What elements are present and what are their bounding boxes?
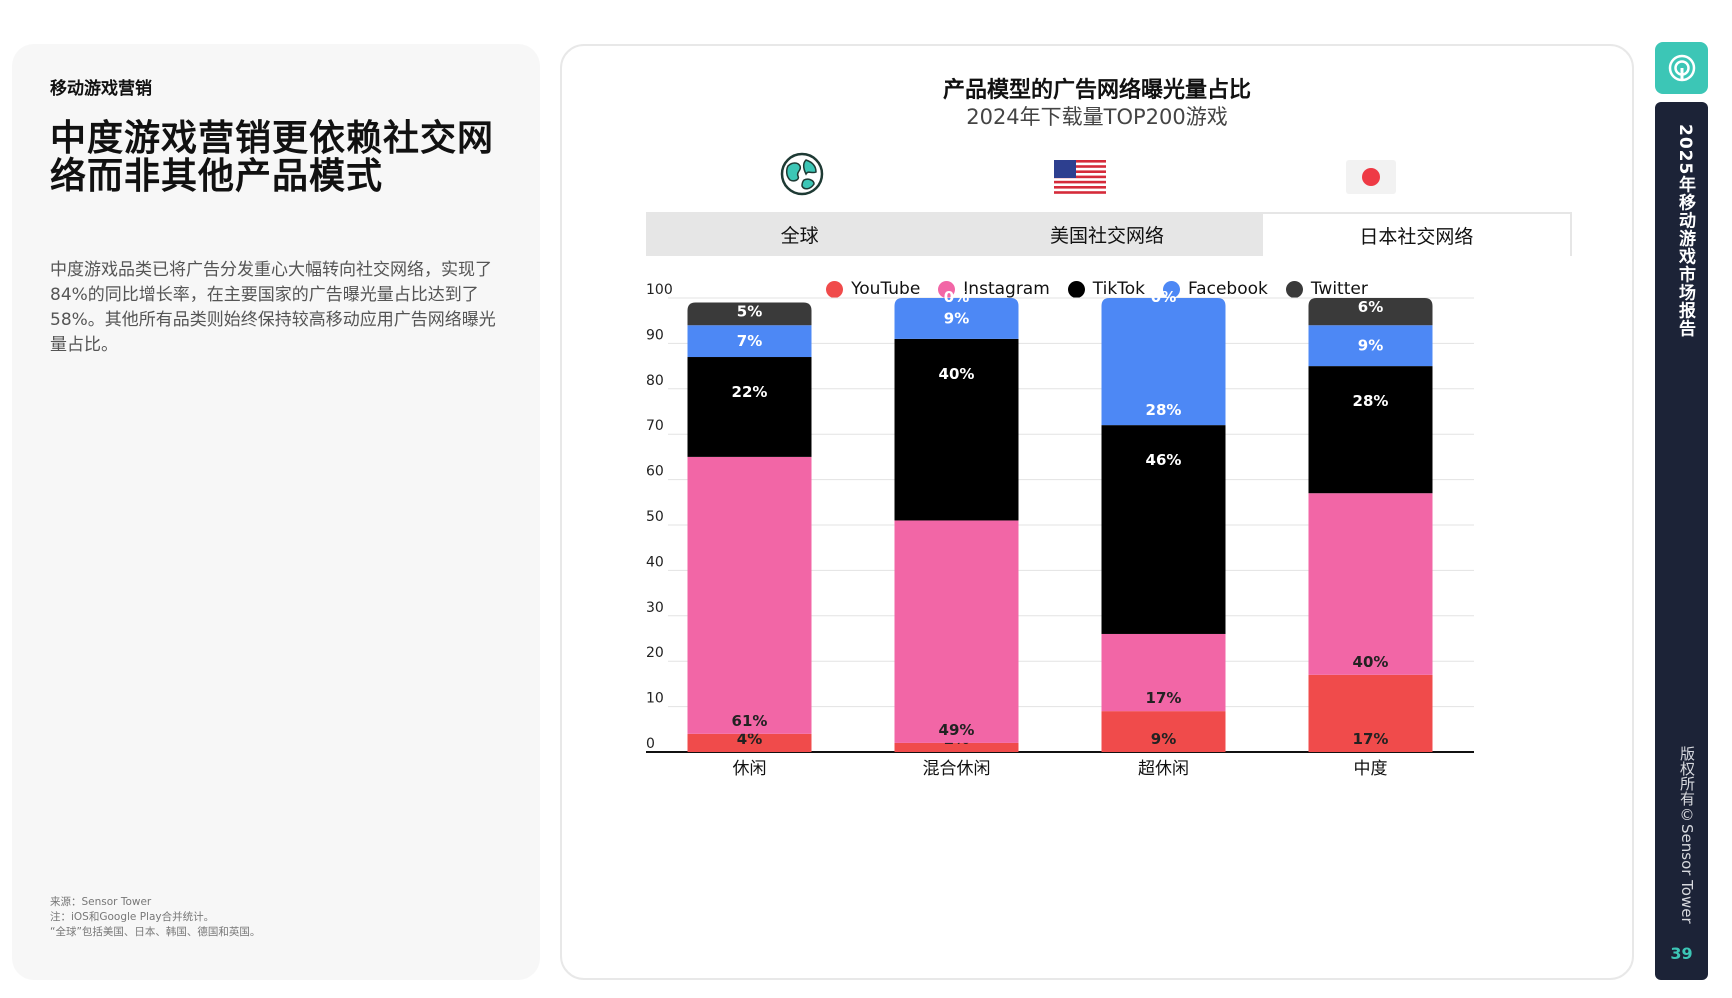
legend-swatch-youtube xyxy=(826,280,844,298)
bar-segment xyxy=(1101,425,1226,634)
page-headline: 中度游戏营销更依赖社交网络而非其他产品模式 xyxy=(50,118,495,197)
y-tick-label: 70 xyxy=(646,418,664,434)
legend-swatch-instagram xyxy=(938,280,956,298)
data-label: 28% xyxy=(1146,401,1182,419)
bar-segment xyxy=(1101,711,1226,752)
data-label: 22% xyxy=(732,383,768,401)
bar-segment xyxy=(687,325,812,358)
tab-japan-social[interactable]: 日本社交网络 xyxy=(1260,212,1572,256)
x-tick-label: 休闲 xyxy=(733,759,767,779)
legend-swatch-tiktok xyxy=(1067,280,1085,298)
chart-title: 产品模型的广告网络曝光量占比 xyxy=(942,78,1251,103)
footnote-global: “全球”包括美国、日本、韩国、德国和英国。 xyxy=(50,926,261,938)
legend-label-instagram: Instagram xyxy=(963,279,1050,299)
data-label: 7% xyxy=(737,332,762,350)
report-logo-button[interactable] xyxy=(1655,42,1708,94)
legend-item-facebook[interactable]: Facebook xyxy=(1162,279,1268,299)
y-tick-label: 90 xyxy=(646,327,664,343)
japan-flag-icon[interactable] xyxy=(1346,160,1396,198)
chart-card: 产品模型的广告网络曝光量占比 2024年下载量TOP200游戏 xyxy=(560,44,1634,980)
y-tick-label: 10 xyxy=(646,691,664,707)
signal-icon xyxy=(1668,54,1695,82)
region-tabs: 全球 美国社交网络 日本社交网络 xyxy=(646,212,1572,256)
bar-segment xyxy=(1308,325,1433,367)
data-label: 49% xyxy=(939,721,975,739)
data-label: 28% xyxy=(1353,392,1389,410)
legend-label-youtube: YouTube xyxy=(851,279,921,299)
bar-segment xyxy=(687,456,812,734)
legend-swatch-twitter xyxy=(1285,280,1303,298)
report-title: 2025年移动游戏市场报告 xyxy=(1675,124,1695,338)
y-tick-label: 0 xyxy=(646,736,655,752)
y-tick-label: 40 xyxy=(646,554,664,570)
bar-segment xyxy=(1101,633,1226,712)
legend-label-twitter: Twitter xyxy=(1310,279,1368,299)
intro-card: 移动游戏营销 中度游戏营销更依赖社交网络而非其他产品模式 中度游戏品类已将广告分… xyxy=(12,44,540,980)
bar-segment xyxy=(1308,674,1433,752)
legend-swatch-facebook xyxy=(1162,280,1180,298)
report-sidebar xyxy=(1655,102,1708,980)
y-tick-label: 100 xyxy=(646,282,673,298)
data-label: 17% xyxy=(1146,689,1182,707)
data-label: 0% xyxy=(944,288,969,306)
data-label: 5% xyxy=(737,303,762,321)
bar-segment xyxy=(1101,298,1226,426)
page-number: 39 xyxy=(1670,944,1693,963)
data-label: 40% xyxy=(939,365,975,383)
x-tick-label: 中度 xyxy=(1354,759,1388,779)
bar-segment xyxy=(1308,366,1433,494)
stacked-bar-plot: 01020304050607080901004%61%22%7%5%休闲2%49… xyxy=(646,282,1474,779)
bar-segment xyxy=(894,742,1019,752)
globe-icon[interactable] xyxy=(780,152,824,200)
data-label: 46% xyxy=(1146,451,1182,469)
x-tick-label: 超休闲 xyxy=(1138,759,1189,779)
legend-item-instagram[interactable]: Instagram xyxy=(938,279,1050,299)
bar-segment xyxy=(894,338,1019,521)
y-tick-label: 60 xyxy=(646,464,664,480)
footnote-source: 来源：Sensor Tower xyxy=(50,896,152,908)
footnotes: 来源：Sensor Tower 注：iOS和Google Play合并统计。 “… xyxy=(50,895,260,940)
bar-segment xyxy=(687,733,812,752)
y-tick-label: 50 xyxy=(646,509,664,525)
footnote-note: 注：iOS和Google Play合并统计。 xyxy=(50,911,215,923)
section-kicker: 移动游戏营销 xyxy=(50,79,152,99)
data-label: 40% xyxy=(1353,653,1389,671)
tab-global[interactable]: 全球 xyxy=(780,224,819,247)
legend-item-twitter[interactable]: Twitter xyxy=(1285,279,1368,299)
data-label: 0% xyxy=(1151,288,1176,306)
y-tick-label: 80 xyxy=(646,373,664,389)
body-paragraph: 中度游戏品类已将广告分发重心大幅转向社交网络，实现了84%的同比增长率，在主要国… xyxy=(50,260,496,355)
data-label: 6% xyxy=(1358,298,1383,316)
data-label: 9% xyxy=(1358,337,1383,355)
legend-item-tiktok[interactable]: TikTok xyxy=(1067,279,1145,299)
bar-segment xyxy=(687,302,812,326)
us-flag-icon[interactable] xyxy=(1054,160,1106,198)
data-label: 4% xyxy=(737,730,762,748)
copyright: 版权所有©Sensor Tower xyxy=(1678,746,1696,924)
chart-subtitle: 2024年下载量TOP200游戏 xyxy=(966,105,1228,129)
data-label: 61% xyxy=(732,712,768,730)
bar-segment xyxy=(687,357,812,457)
bar-segment xyxy=(1308,493,1433,675)
bar-segment xyxy=(894,520,1019,743)
data-label: 17% xyxy=(1353,730,1389,748)
data-label: 9% xyxy=(1151,730,1176,748)
legend-item-youtube[interactable]: YouTube xyxy=(826,279,920,299)
data-label: 9% xyxy=(944,309,969,327)
tab-us-social[interactable]: 美国社交网络 xyxy=(1049,224,1164,247)
legend-label-tiktok: TikTok xyxy=(1092,279,1145,299)
x-tick-label: 混合休闲 xyxy=(923,759,991,779)
chart-legend: YouTube Instagram TikTok Facebook Twitte… xyxy=(562,276,1632,302)
legend-label-facebook: Facebook xyxy=(1187,279,1268,299)
y-tick-label: 30 xyxy=(646,600,664,616)
bar-segment xyxy=(1308,298,1433,326)
bar-segment xyxy=(894,298,1019,339)
y-tick-label: 20 xyxy=(646,645,664,661)
